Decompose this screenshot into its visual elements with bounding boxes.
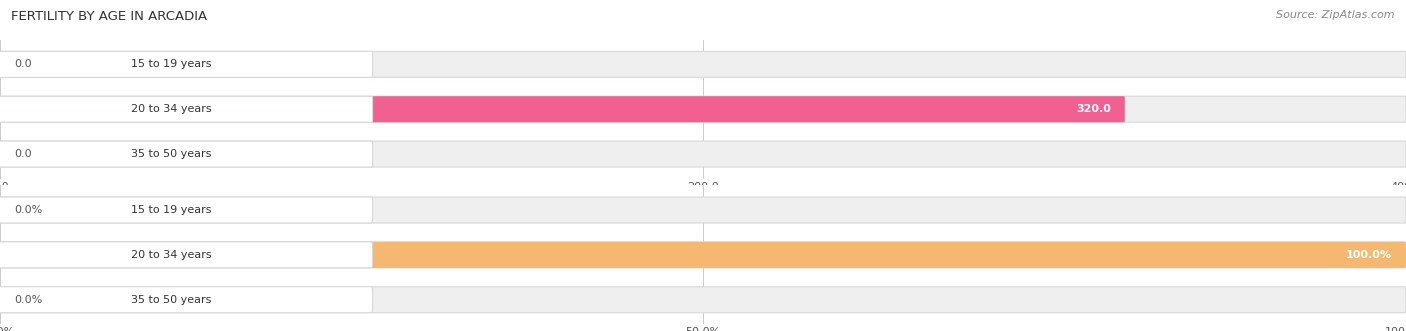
FancyBboxPatch shape: [0, 287, 1406, 313]
Text: 35 to 50 years: 35 to 50 years: [131, 295, 211, 305]
Text: 320.0: 320.0: [1076, 104, 1111, 114]
Text: 0.0%: 0.0%: [14, 205, 42, 215]
Text: 0.0: 0.0: [14, 149, 32, 159]
FancyBboxPatch shape: [0, 96, 1406, 122]
Text: 0.0: 0.0: [14, 59, 32, 70]
FancyBboxPatch shape: [0, 242, 1406, 268]
FancyBboxPatch shape: [0, 141, 373, 167]
FancyBboxPatch shape: [0, 197, 1406, 223]
FancyBboxPatch shape: [0, 242, 373, 268]
Text: 100.0%: 100.0%: [1346, 250, 1392, 260]
Text: FERTILITY BY AGE IN ARCADIA: FERTILITY BY AGE IN ARCADIA: [11, 10, 207, 23]
Text: 35 to 50 years: 35 to 50 years: [131, 149, 211, 159]
FancyBboxPatch shape: [0, 96, 1125, 122]
FancyBboxPatch shape: [0, 51, 1406, 77]
Text: 15 to 19 years: 15 to 19 years: [131, 59, 211, 70]
Text: 0.0%: 0.0%: [14, 295, 42, 305]
FancyBboxPatch shape: [0, 287, 373, 313]
Text: 20 to 34 years: 20 to 34 years: [131, 104, 211, 114]
FancyBboxPatch shape: [0, 197, 373, 223]
Text: 20 to 34 years: 20 to 34 years: [131, 250, 211, 260]
FancyBboxPatch shape: [0, 51, 373, 77]
FancyBboxPatch shape: [0, 141, 1406, 167]
FancyBboxPatch shape: [0, 96, 373, 122]
Text: 15 to 19 years: 15 to 19 years: [131, 205, 211, 215]
Text: Source: ZipAtlas.com: Source: ZipAtlas.com: [1277, 10, 1395, 20]
FancyBboxPatch shape: [0, 242, 1406, 268]
